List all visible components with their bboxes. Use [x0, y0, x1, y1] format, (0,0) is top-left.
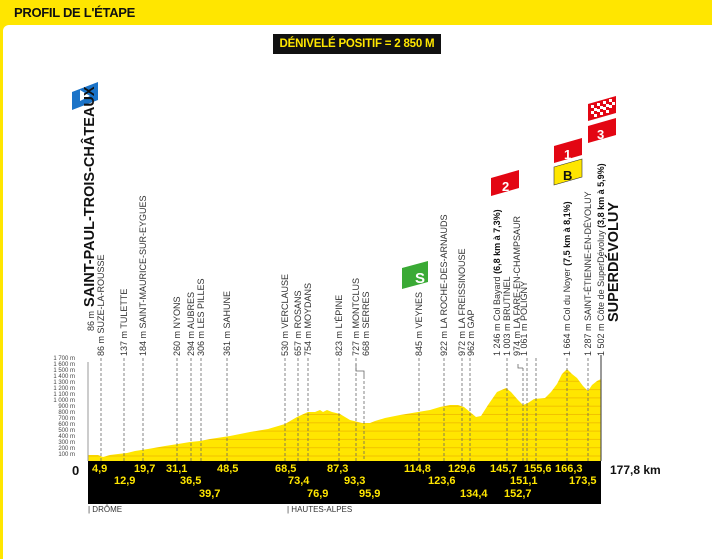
total-distance: 177,8 km: [610, 463, 661, 477]
y-tick: 600 m: [58, 422, 75, 428]
y-tick: 900 m: [58, 404, 75, 410]
waypoint-label: 845 m VEYNES: [414, 291, 424, 356]
km-marker: 93,3: [344, 475, 366, 487]
bonus-b-icon: B: [553, 158, 583, 186]
elevation-area: [88, 369, 601, 461]
climb-cat-2-icon: 2: [491, 170, 519, 196]
km-marker: 12,9: [114, 475, 136, 487]
waypoint-label: 530 m VERCLAUSE: [280, 273, 290, 356]
y-tick: 1 000 m: [53, 398, 75, 404]
y-tick: 100 m: [58, 452, 75, 458]
waypoint-label: 922 m LA ROCHE-DES-ARNAUDS: [439, 214, 449, 356]
km-strip: 4,9 12,9 19,7 31,1 36,5 39,7 48,5 68,5 7…: [88, 461, 601, 504]
region-hautes-alpes: | HAUTES-ALPES: [287, 505, 353, 514]
km-marker: 4,9: [92, 463, 108, 475]
km-marker: 87,3: [327, 463, 349, 475]
sprint-s-icon: S: [402, 261, 428, 289]
y-tick: 300 m: [58, 440, 75, 446]
svg-text:3: 3: [597, 127, 604, 142]
y-tick: 1 600 m: [53, 362, 75, 368]
y-tick: 1 300 m: [53, 380, 75, 386]
svg-text:1: 1: [564, 147, 571, 162]
waypoint-label: 823 m L'ÉPINE: [334, 294, 344, 356]
y-tick: 700 m: [58, 416, 75, 422]
y-tick: 1 200 m: [53, 386, 75, 392]
climb-label-col-bayard: 1 246 m Col Bayard (6,8 km à 7,3%): [492, 209, 502, 356]
km-marker: 73,4: [288, 475, 310, 487]
waypoint-label: 1 003 m BRUTINEL: [502, 276, 512, 356]
waypoint-label: 727 m MONTCLUS: [351, 277, 361, 356]
waypoint-lines: [100, 358, 589, 461]
brutinel-leader: [517, 364, 523, 369]
km-marker: 129,6: [448, 463, 476, 475]
climb-label-col-du-noyer: 1 664 m Col du Noyer (7,5 km à 8,1%): [562, 201, 572, 356]
climb-label-superdevoluy: 1 502 m Côte de SuperDévoluy (3,8 km à 5…: [596, 163, 606, 356]
svg-text:B: B: [563, 168, 572, 183]
page-title: PROFIL DE L'ÉTAPE: [14, 5, 136, 20]
waypoint-label: 754 m MOYDANS: [303, 282, 313, 356]
finish-checkered-flag-icon: [588, 96, 616, 121]
km-marker: 68,5: [275, 463, 297, 475]
y-tick: 1 400 m: [53, 374, 75, 380]
km-marker: 123,6: [428, 475, 456, 487]
km-marker: 36,5: [180, 475, 202, 487]
climb-cat-1-icon: 1: [554, 138, 582, 163]
waypoint-label: 361 m SAHUNE: [222, 290, 232, 356]
waypoint-label: 306 m LES PILLES: [196, 278, 206, 356]
svg-text:2: 2: [502, 179, 509, 194]
region-drome: | DRÔME: [88, 505, 123, 514]
waypoint-label: 294 m AUBRES: [186, 291, 196, 356]
km-marker: 39,7: [199, 488, 221, 500]
km-marker: 155,6: [524, 463, 552, 475]
km-marker: 19,7: [134, 463, 156, 475]
km-marker: 166,3: [555, 463, 583, 475]
y-tick: 400 m: [58, 434, 75, 440]
km-marker: 48,5: [217, 463, 239, 475]
km-marker: 114,8: [404, 463, 431, 475]
km-marker: 95,9: [359, 488, 381, 500]
km-marker: 145,7: [490, 463, 518, 475]
y-tick: 1 500 m: [53, 368, 75, 374]
waypoint-label: 184 m SAINT-MAURICE-SUR-EYGUES: [138, 195, 148, 356]
serres-leader: [355, 364, 365, 376]
y-axis: 1 700 m 1 600 m 1 500 m 1 400 m 1 300 m …: [10, 352, 75, 472]
waypoint-label: 1 287 m SAINT-ÉTIENNE-EN-DÉVOLUY: [583, 191, 593, 356]
km-marker: 76,9: [307, 488, 329, 500]
waypoint-label: 657 m ROSANS: [293, 290, 303, 356]
y-tick: 500 m: [58, 428, 75, 434]
waypoint-label: 260 m NYONS: [172, 296, 182, 356]
km-marker: 134,4: [460, 488, 488, 500]
finish-town-label: SUPERDÉVOLUY: [606, 201, 622, 322]
climb-cat-3-icon: 3: [588, 118, 616, 143]
waypoint-label: 962 m GAP: [466, 309, 476, 356]
y-tick: 200 m: [58, 446, 75, 452]
waypoint-label: 86 m SUZE-LA-ROUSSE: [96, 254, 106, 356]
start-flag-icon: [72, 82, 98, 110]
waypoint-label: 137 m TULETTE: [119, 288, 129, 356]
km-marker: 31,1: [166, 463, 188, 475]
km-marker: 152,7: [504, 488, 532, 500]
km-marker: 151,1: [510, 475, 538, 487]
y-tick: 800 m: [58, 410, 75, 416]
km-marker: 173,5: [569, 475, 597, 487]
header-bar: PROFIL DE L'ÉTAPE: [0, 0, 712, 25]
y-tick: 1 700 m: [53, 356, 75, 362]
waypoint-label: 1 061 m POLIGNY: [519, 280, 529, 356]
km-zero-label: 0: [72, 463, 80, 478]
y-tick: 1 100 m: [53, 392, 75, 398]
svg-text:S: S: [415, 270, 425, 287]
elevation-gain-badge: DÉNIVELÉ POSITIF = 2 850 M: [273, 34, 441, 54]
waypoint-label: 668 m SERRES: [361, 291, 371, 356]
